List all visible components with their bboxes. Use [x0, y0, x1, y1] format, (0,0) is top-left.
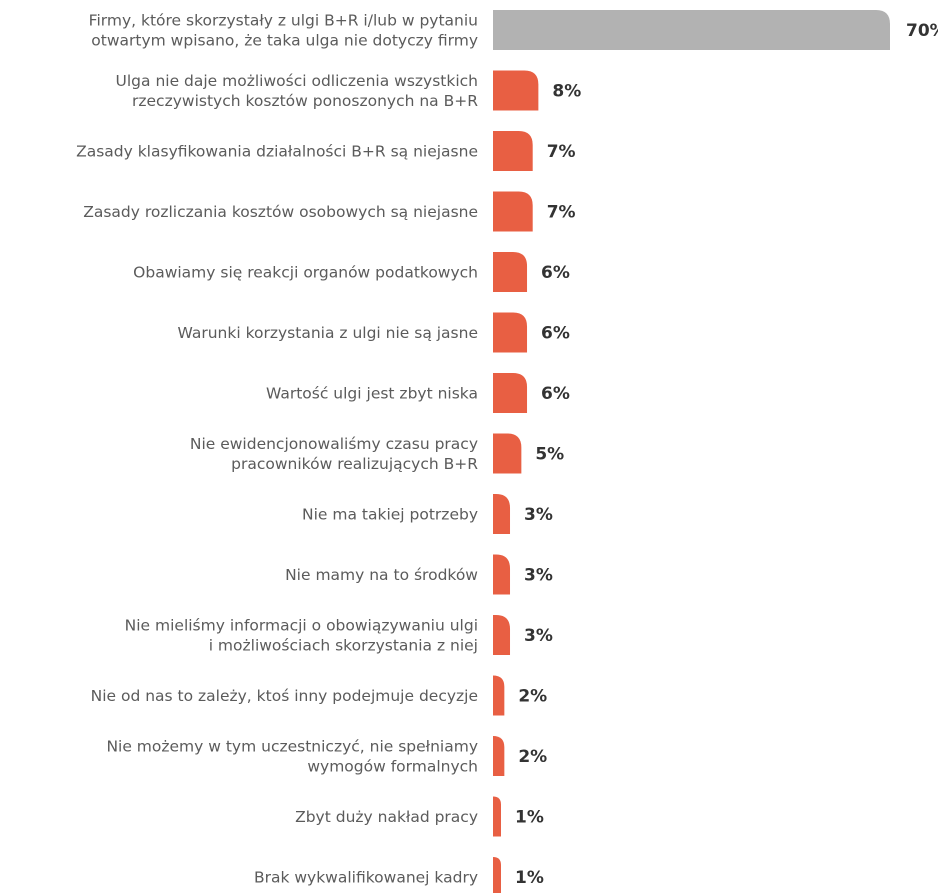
bar	[493, 433, 522, 474]
bar-row: Zasady rozliczania kosztów osobowych są …	[83, 191, 576, 232]
bar	[493, 312, 528, 353]
bar	[493, 70, 539, 111]
bar	[493, 252, 528, 292]
category-label: Wartość ulgi jest zbyt niska	[266, 385, 478, 403]
bar-row: Wartość ulgi jest zbyt niska 6%	[266, 373, 570, 413]
value-label: 5%	[535, 445, 564, 465]
bar-row: Nie możemy w tym uczestniczyć, nie spełn…	[106, 736, 547, 776]
category-label: Nie od nas to zależy, ktoś inny podejmuj…	[91, 687, 478, 705]
bar-row: Nie mamy na to środków 3%	[285, 554, 553, 595]
bar	[493, 10, 890, 50]
bar	[493, 796, 501, 837]
value-label: 6%	[541, 263, 570, 283]
bar	[493, 675, 505, 716]
value-label: 70%	[906, 21, 938, 41]
bar	[493, 373, 528, 413]
category-label: Zasady rozliczania kosztów osobowych są …	[83, 203, 478, 221]
bar	[493, 494, 511, 534]
value-label: 2%	[518, 747, 547, 767]
bar-row: Nie mieliśmy informacji o obowiązywaniu …	[125, 615, 553, 655]
bar-row: Firmy, które skorzystały z ulgi B+R i/lu…	[89, 10, 938, 50]
category-label: Nie mamy na to środków	[285, 566, 478, 584]
bar-row: Brak wykwalifikowanej kadry 1%	[254, 857, 544, 893]
bar-row: Zbyt duży nakład pracy 1%	[295, 796, 544, 837]
bar-row: Obawiamy się reakcji organów podatkowych…	[133, 252, 570, 292]
category-label: Firmy, które skorzystały z ulgi B+R i/lu…	[89, 12, 478, 50]
bar-row: Warunki korzystania z ulgi nie są jasne 6…	[178, 312, 570, 353]
value-label: 8%	[552, 82, 581, 102]
bar-row: Zasady klasyfikowania działalności B+R s…	[76, 131, 576, 171]
value-label: 2%	[518, 687, 547, 707]
bar-row: Nie ma takiej potrzeby 3%	[302, 494, 553, 534]
category-label: Nie możemy w tym uczestniczyć, nie spełn…	[106, 738, 478, 776]
bar	[493, 191, 533, 232]
bar-row: Nie ewidencjonowaliśmy czasu pracy pracow…	[190, 433, 564, 474]
bar	[493, 857, 501, 893]
bar	[493, 554, 511, 595]
value-label: 3%	[524, 566, 553, 586]
value-label: 1%	[515, 808, 544, 828]
category-label: Brak wykwalifikowanej kadry	[254, 869, 478, 887]
category-label: Ulga nie daje możliwości odliczenia wszy…	[116, 72, 479, 110]
value-label: 7%	[547, 142, 576, 162]
category-label: Nie mieliśmy informacji o obowiązywaniu …	[125, 617, 478, 655]
category-label: Warunki korzystania z ulgi nie są jasne	[178, 324, 478, 342]
value-label: 7%	[547, 203, 576, 223]
value-label: 3%	[524, 505, 553, 525]
category-label: Nie ma takiej potrzeby	[302, 506, 478, 524]
category-label: Zbyt duży nakład pracy	[295, 808, 478, 826]
category-label: Nie ewidencjonowaliśmy czasu pracy pracow…	[190, 435, 478, 473]
category-label: Obawiamy się reakcji organów podatkowych	[133, 264, 478, 282]
bar-row: Nie od nas to zależy, ktoś inny podejmuj…	[91, 675, 547, 716]
value-label: 6%	[541, 384, 570, 404]
value-label: 6%	[541, 324, 570, 344]
value-label: 3%	[524, 626, 553, 646]
bar	[493, 131, 533, 171]
bar-row: Ulga nie daje możliwości odliczenia wszy…	[116, 70, 581, 111]
value-label: 1%	[515, 868, 544, 888]
bar	[493, 615, 511, 655]
category-label: Zasady klasyfikowania działalności B+R s…	[76, 143, 478, 161]
bar	[493, 736, 505, 776]
